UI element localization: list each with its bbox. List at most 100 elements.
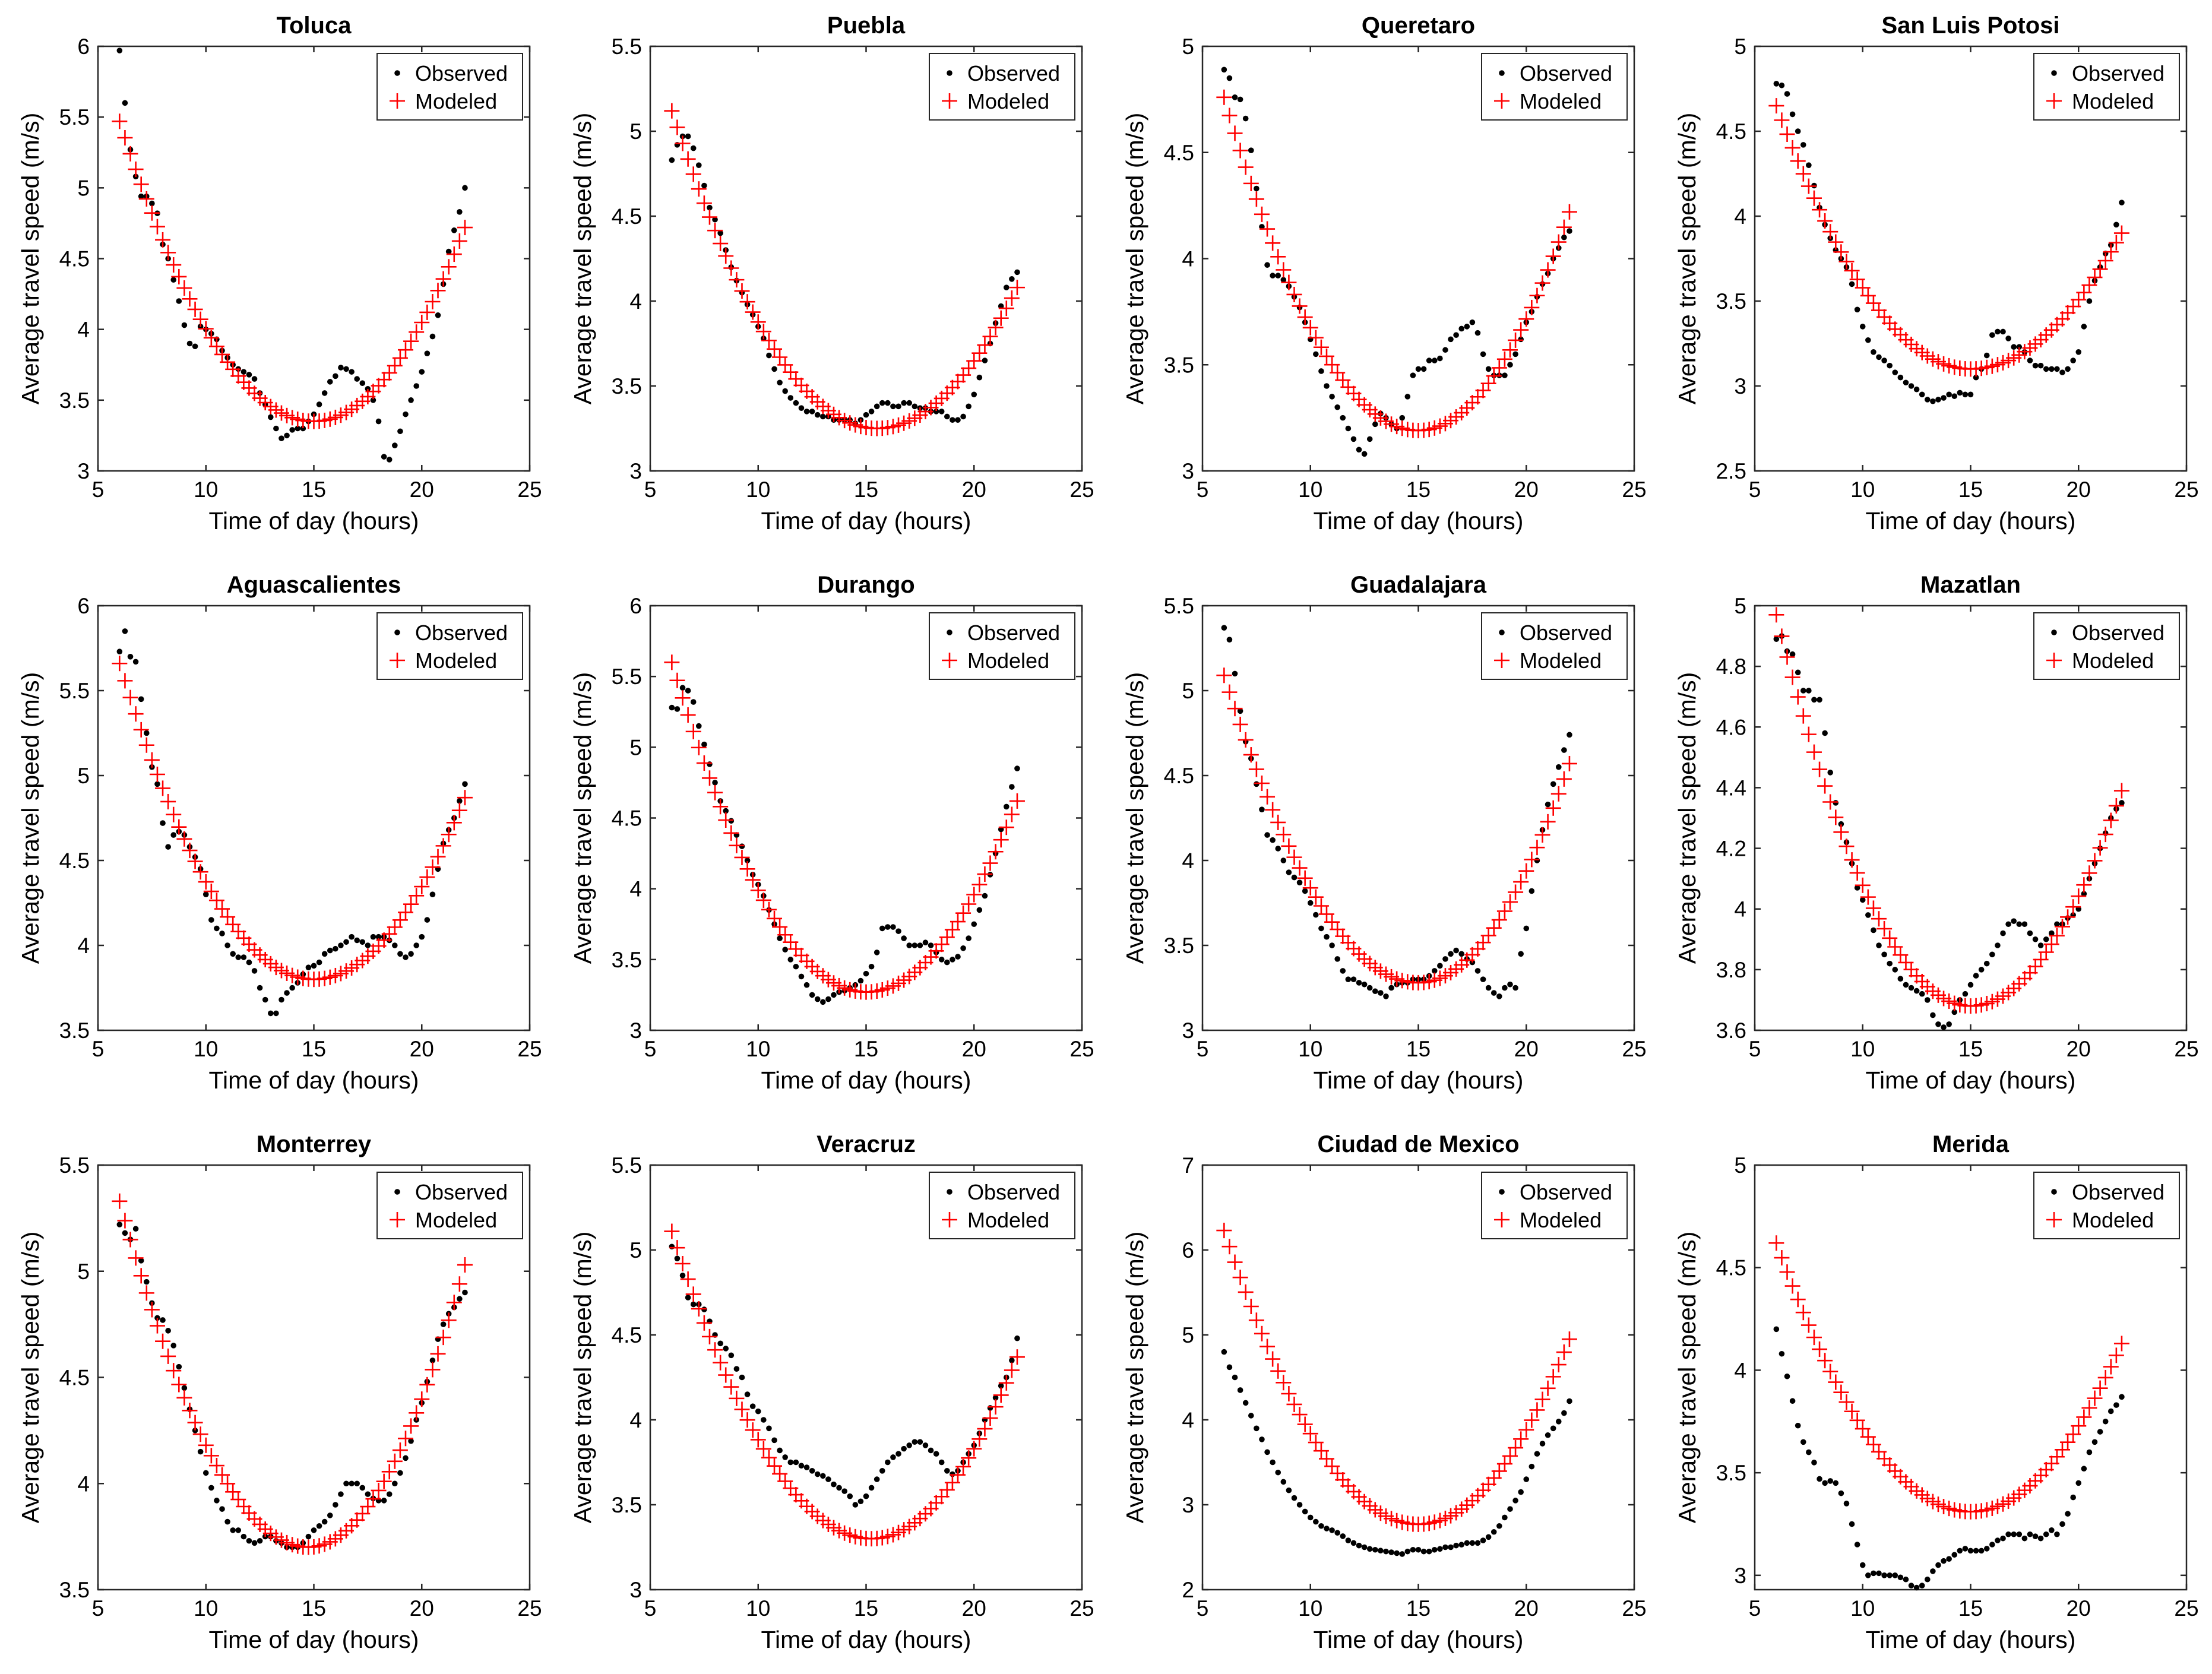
modeled-point xyxy=(381,1464,397,1480)
observed-point xyxy=(1378,990,1384,996)
observed-point xyxy=(429,891,436,897)
modeled-point xyxy=(155,232,171,248)
y-tick-label: 3.5 xyxy=(612,374,642,398)
modeled-point xyxy=(1270,814,1286,830)
observed-point xyxy=(820,1473,826,1479)
modeled-point xyxy=(192,311,208,327)
observed-point xyxy=(1009,276,1015,282)
observed-point xyxy=(2005,336,2011,341)
observed-point xyxy=(890,924,896,930)
legend-observed-marker xyxy=(1499,629,1505,635)
modeled-point xyxy=(208,893,224,909)
observed-point xyxy=(160,820,166,826)
modeled-point xyxy=(1508,332,1524,348)
observed-point xyxy=(1876,354,1882,360)
observed-point xyxy=(1512,985,1518,991)
modeled-point xyxy=(1779,126,1795,142)
panel-aguascalientes: Aguascalientes 5 10 15 20 25 3.5 4 4.5 5 5.5 6 Time … xyxy=(17,572,542,1094)
observed-point xyxy=(392,442,398,448)
observed-point xyxy=(138,193,144,200)
modeled-point xyxy=(988,844,1004,860)
observed-point xyxy=(1366,436,1373,442)
observed-point xyxy=(912,1439,918,1445)
y-tick-label: 5.5 xyxy=(612,34,642,59)
observed-point xyxy=(1973,973,1979,979)
modeled-point xyxy=(1004,290,1020,306)
observed-point xyxy=(895,1451,901,1457)
observed-point xyxy=(1307,1514,1314,1521)
observed-point xyxy=(170,277,177,283)
x-tick-label: 10 xyxy=(1298,1037,1322,1061)
modeled-point xyxy=(122,1232,138,1248)
modeled-point xyxy=(734,1401,750,1417)
y-tick-label: 5.5 xyxy=(612,664,642,689)
modeled-point xyxy=(220,1476,236,1492)
observed-point xyxy=(160,1317,166,1323)
observed-point xyxy=(1296,1502,1303,1508)
modeled-point xyxy=(1855,877,1871,893)
modeled-point xyxy=(2103,1359,2119,1375)
legend-box xyxy=(929,612,1075,680)
modeled-point xyxy=(955,1458,971,1474)
modeled-point xyxy=(1308,889,1324,905)
observed-point xyxy=(976,907,983,913)
modeled-point xyxy=(1281,838,1297,854)
modeled-point xyxy=(1276,262,1292,278)
y-tick-label: 4.6 xyxy=(1716,715,1746,739)
observed-point xyxy=(1242,1400,1249,1406)
modeled-point xyxy=(198,874,214,890)
observed-point xyxy=(240,369,247,375)
observed-point xyxy=(224,1518,230,1525)
observed-point xyxy=(176,1363,182,1370)
modeled-point xyxy=(1806,1330,1822,1346)
x-tick-label: 10 xyxy=(1850,477,1875,502)
modeled-point xyxy=(1518,311,1534,327)
observed-point xyxy=(836,1485,842,1491)
modeled-point xyxy=(1550,786,1567,802)
observed-point xyxy=(333,945,338,952)
observed-point xyxy=(1946,391,1952,398)
observed-point xyxy=(2113,221,2119,228)
observed-point xyxy=(1881,951,1887,958)
observed-point xyxy=(1340,968,1346,974)
x-tick-label: 15 xyxy=(302,477,326,502)
observed-point xyxy=(852,1502,859,1508)
x-tick-label: 5 xyxy=(1749,477,1761,502)
observed-point xyxy=(798,405,805,411)
observed-point xyxy=(890,403,896,410)
modeled-point xyxy=(1286,1396,1302,1412)
y-tick-label: 4.5 xyxy=(59,1366,90,1390)
observed-point xyxy=(938,1459,945,1466)
modeled-point xyxy=(1849,1412,1865,1428)
observed-point xyxy=(1806,162,1812,169)
observed-point xyxy=(165,844,171,850)
modeled-point xyxy=(198,321,214,337)
modeled-point xyxy=(767,1458,783,1474)
modeled-point xyxy=(1812,202,1828,218)
modeled-point xyxy=(112,113,128,129)
observed-point xyxy=(1983,960,1990,967)
modeled-point xyxy=(1513,322,1529,338)
modeled-point xyxy=(718,812,734,828)
observed-point xyxy=(462,1289,468,1296)
observed-point xyxy=(2016,344,2023,350)
x-tick-label: 25 xyxy=(1069,477,1094,502)
observed-point xyxy=(695,723,702,729)
modeled-point xyxy=(376,1473,392,1489)
modeled-point xyxy=(971,345,988,361)
modeled-point xyxy=(387,1453,403,1469)
observed-point xyxy=(1270,1459,1276,1466)
modeled-point xyxy=(2043,936,2059,952)
observed-point xyxy=(403,411,409,417)
observed-point xyxy=(669,157,675,163)
modeled-point xyxy=(457,790,473,806)
observed-point xyxy=(1480,976,1486,982)
legend-box xyxy=(929,1172,1075,1239)
modeled-point xyxy=(1529,287,1545,303)
y-tick-label: 6 xyxy=(629,594,642,618)
observed-point xyxy=(712,780,718,786)
observed-point xyxy=(1388,985,1394,991)
modeled-point xyxy=(1556,219,1572,235)
observed-point xyxy=(1232,94,1238,100)
modeled-point xyxy=(1238,159,1254,175)
